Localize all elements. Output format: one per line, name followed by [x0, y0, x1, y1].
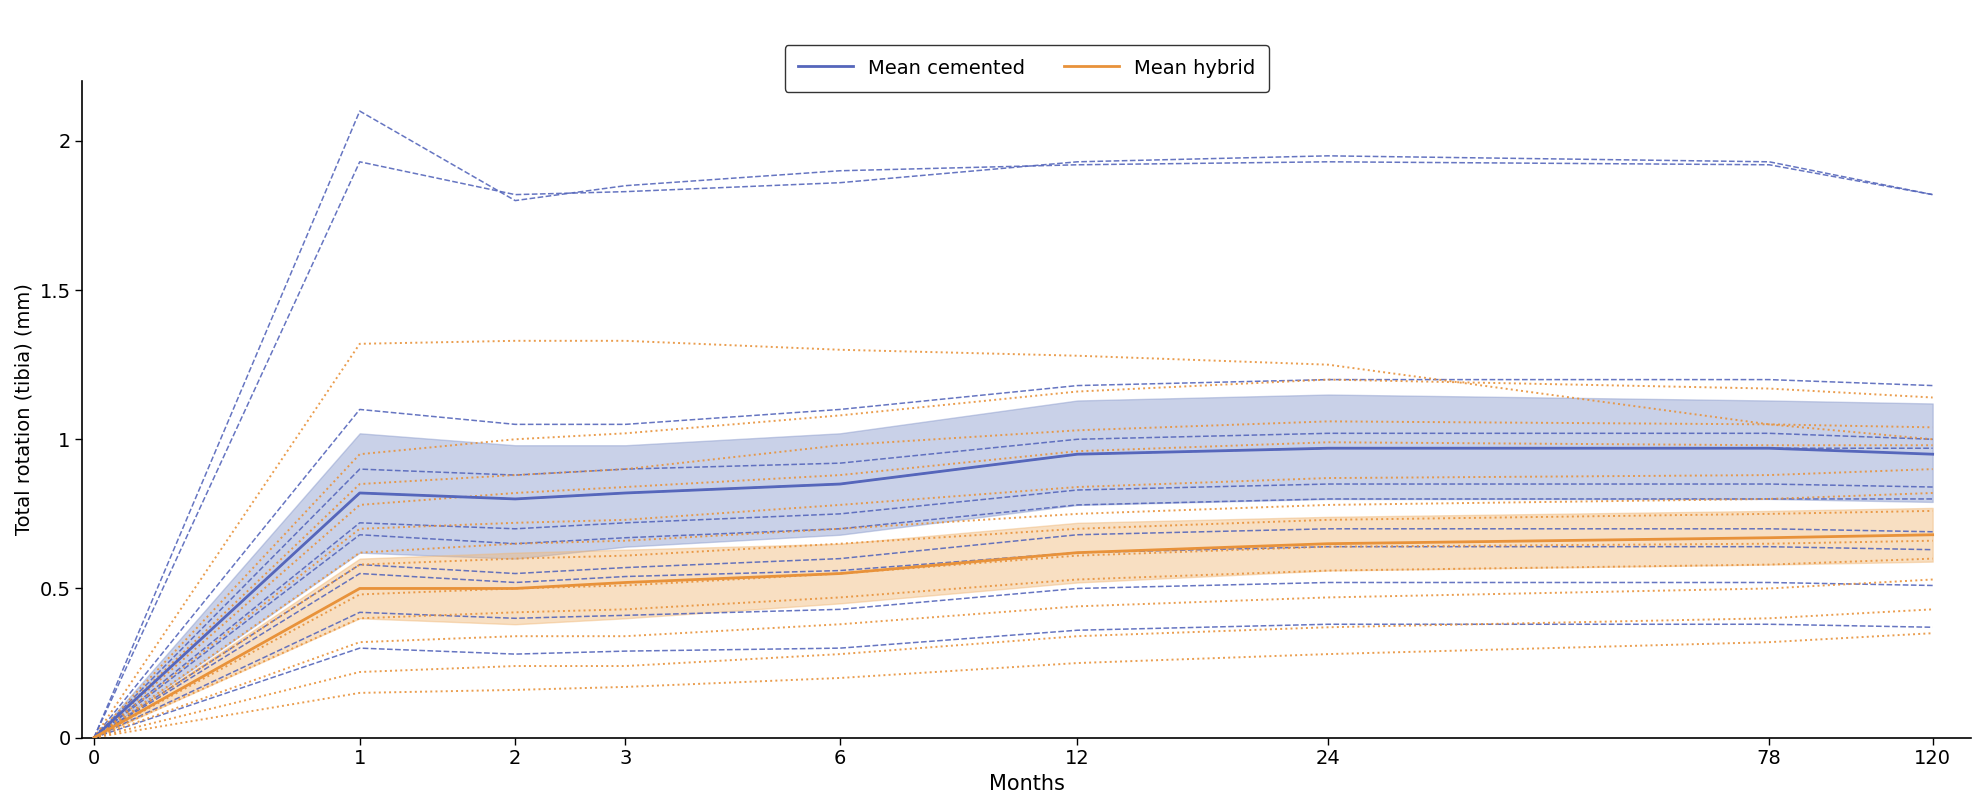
Legend: Mean cemented, Mean hybrid: Mean cemented, Mean hybrid — [784, 45, 1269, 91]
X-axis label: Months: Months — [989, 774, 1064, 794]
Y-axis label: Total rotation (tibia) (mm): Total rotation (tibia) (mm) — [16, 283, 34, 536]
